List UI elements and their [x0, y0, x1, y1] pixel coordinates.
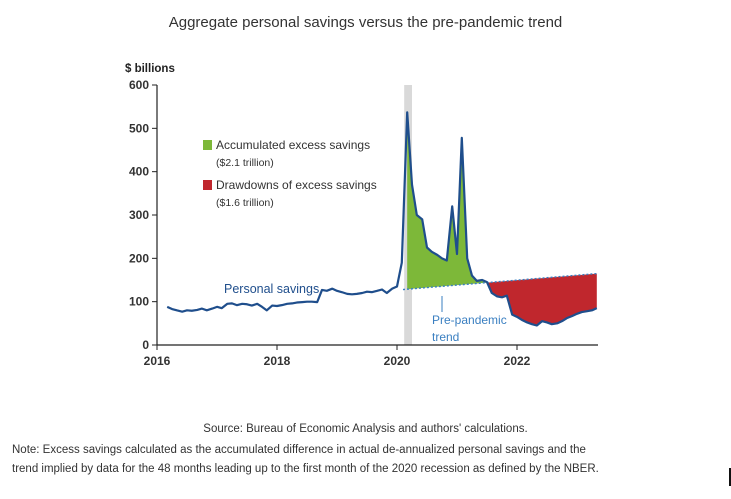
y-tick-label: 0 — [142, 338, 149, 352]
pre-pandemic-trend-line — [402, 272, 599, 291]
x-tick-label: 2020 — [384, 354, 411, 368]
legend-label-excess: Accumulated excess savings — [216, 138, 370, 152]
legend-label-drawdown: Drawdowns of excess savings — [216, 178, 377, 192]
y-axis-unit-label: $ billions — [125, 63, 175, 75]
legend-sublabel-drawdown: ($1.6 trillion) — [216, 197, 274, 209]
x-tick-label: 2018 — [264, 354, 291, 368]
y-tick-label: 600 — [129, 78, 149, 92]
excess-savings-area — [407, 112, 488, 290]
legend-swatch-excess — [203, 140, 212, 150]
methodology-note: Note: Excess savings calculated as the a… — [12, 441, 724, 479]
y-tick-label: 400 — [129, 165, 149, 179]
chart-title: Aggregate personal savings versus the pr… — [168, 14, 563, 31]
x-tick-label: 2016 — [144, 354, 171, 368]
tick-layer: 0 100 200 300 400 500 600 2016 2018 2020 2022 — [129, 78, 531, 368]
legend-swatch-drawdown — [203, 180, 212, 190]
source-note: Source: Bureau of Economic Analysis and … — [203, 423, 528, 435]
x-tick-label: 2022 — [504, 354, 531, 368]
trend-annotation-line1: Pre-pandemic — [432, 313, 507, 327]
drawdown-area — [487, 273, 597, 326]
personal-savings-annotation: Personal savings — [224, 282, 319, 296]
y-tick-label: 500 — [129, 121, 149, 135]
legend: Accumulated excess savings ($2.1 trillio… — [203, 138, 377, 209]
area-layer — [407, 112, 597, 326]
trend-annotation-line2: trend — [432, 330, 459, 344]
y-tick-label: 200 — [129, 251, 149, 265]
personal-savings-line — [166, 111, 598, 327]
legend-sublabel-excess: ($2.1 trillion) — [216, 157, 274, 169]
y-tick-label: 300 — [129, 208, 149, 222]
y-tick-label: 100 — [129, 295, 149, 309]
page-edge-mark — [729, 468, 731, 486]
note-line-2: trend implied by data for the 48 months … — [12, 463, 599, 475]
note-line-1: Note: Excess savings calculated as the a… — [12, 444, 586, 456]
